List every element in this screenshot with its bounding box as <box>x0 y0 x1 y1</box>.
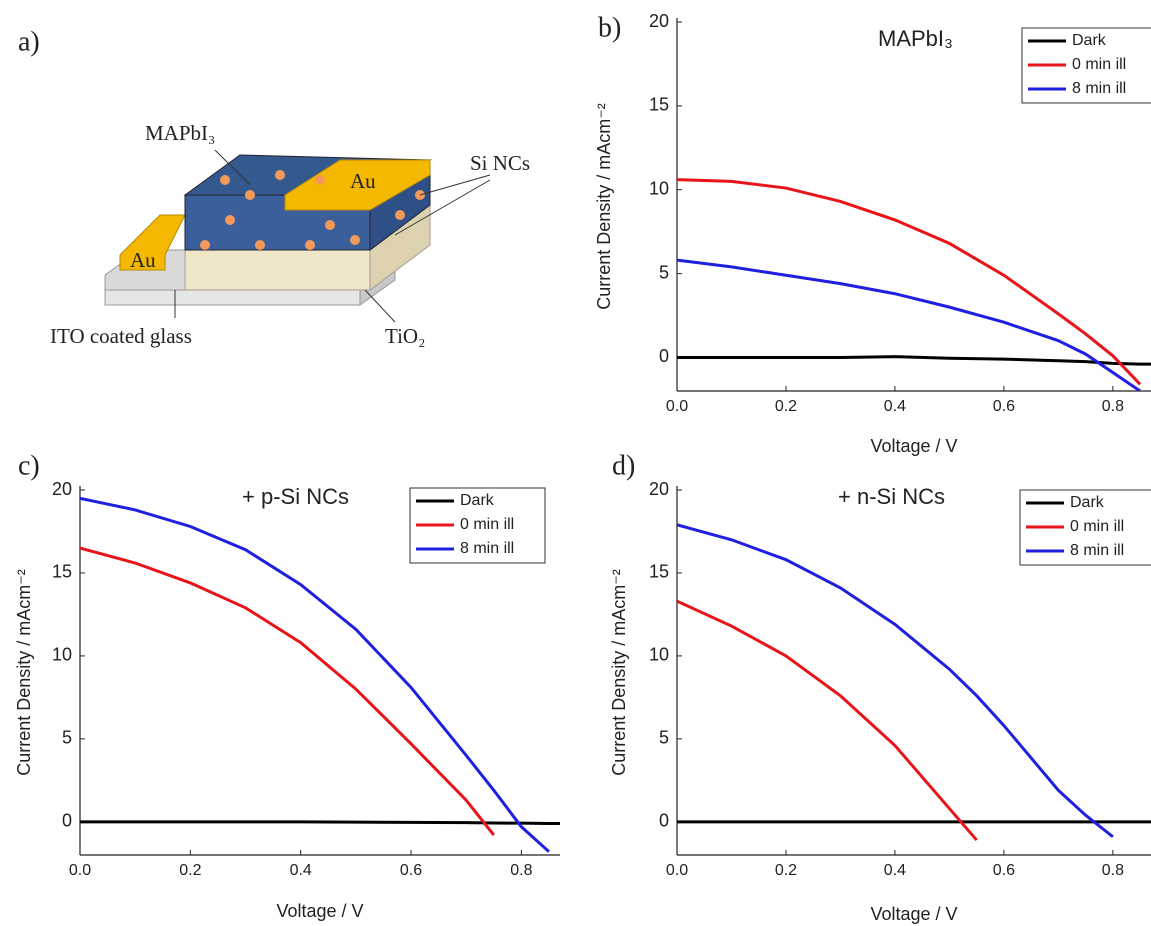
series-line <box>80 820 560 825</box>
y-tick-label: 15 <box>52 562 72 582</box>
x-tick-label: 0.8 <box>1102 398 1124 415</box>
chart-panel: c) + p-Si NCs Voltage / V Current Density /… <box>14 450 560 921</box>
diagram-label: Au <box>130 248 156 272</box>
x-tick-label: 0.2 <box>179 862 201 879</box>
series-line <box>80 546 495 837</box>
x-tick-label: 0.6 <box>993 862 1015 879</box>
panel-label: b) <box>598 12 621 43</box>
x-tick-label: 0.0 <box>666 398 688 415</box>
legend-label: Dark <box>1070 494 1105 511</box>
tio2-front <box>184 249 371 291</box>
legend-label: 8 min ill <box>1070 542 1124 559</box>
x-tick-label: 0.6 <box>993 398 1015 415</box>
y-tick-label: 15 <box>649 95 669 115</box>
y-tick-label: 10 <box>649 178 669 198</box>
y-tick-label: 10 <box>52 645 72 665</box>
legend-label: Dark <box>460 492 495 509</box>
x-tick-label: 0.0 <box>666 862 688 879</box>
schematic <box>104 149 491 323</box>
y-tick-label: 20 <box>52 479 72 499</box>
x-tick-label: 0.2 <box>775 862 797 879</box>
panel-label: d) <box>612 450 635 481</box>
y-tick-label: 5 <box>659 262 669 282</box>
pointer-arrows <box>174 149 491 323</box>
x-tick-label: 0.6 <box>400 862 422 879</box>
y-tick-label: 20 <box>649 479 669 499</box>
au-top <box>284 159 431 211</box>
y-tick-label: 5 <box>659 728 669 748</box>
legend-label: 8 min ill <box>1072 80 1126 97</box>
glass-edge <box>104 289 361 306</box>
legend-label: 0 min ill <box>460 516 514 533</box>
legend-label: Dark <box>1072 32 1107 49</box>
annotation: + n-Si NCs <box>838 484 945 509</box>
y-axis-label: Current Density / mAcm⁻² <box>594 103 614 310</box>
diagram-label: ITO coated glass <box>50 324 192 348</box>
legend-label: 0 min ill <box>1070 518 1124 535</box>
x-tick-label: 0.4 <box>884 398 906 415</box>
legend-label: 8 min ill <box>460 540 514 557</box>
annotation: + p-Si NCs <box>242 484 349 509</box>
panel-label: c) <box>18 450 40 481</box>
x-tick-label: 0.2 <box>775 398 797 415</box>
y-tick-label: 10 <box>649 645 669 665</box>
x-axis-label: Voltage / V <box>870 436 957 456</box>
diagram-label: MAPbI₃ <box>145 121 215 145</box>
x-tick-label: 0.8 <box>510 862 532 879</box>
y-tick-label: 0 <box>659 346 669 366</box>
x-tick-label: 0.4 <box>290 862 312 879</box>
series-line <box>80 496 550 853</box>
diagram-label: TiO₂ <box>385 324 425 348</box>
y-tick-label: 0 <box>659 811 669 831</box>
series-line <box>677 599 978 842</box>
series-line <box>677 258 1141 391</box>
diagram-label: Au <box>350 169 376 193</box>
series-line <box>677 178 1142 386</box>
y-axis-label: Current Density / mAcm⁻² <box>609 569 629 776</box>
diagram-label: Si NCs <box>470 151 530 175</box>
x-axis-label: Voltage / V <box>870 904 957 924</box>
y-tick-label: 15 <box>649 562 669 582</box>
y-axis-label: Current Density / mAcm⁻² <box>14 569 34 776</box>
chart-panel: d) + n-Si NCs Voltage / V Current Density /… <box>609 450 1151 924</box>
chart-panel: b) MAPbI₃ Voltage / V Current Density / mAc… <box>594 11 1151 456</box>
y-tick-label: 0 <box>62 811 72 831</box>
y-tick-label: 5 <box>62 728 72 748</box>
x-tick-label: 0.4 <box>884 862 906 879</box>
annotation: MAPbI₃ <box>878 26 953 51</box>
y-tick-label: 20 <box>649 11 669 31</box>
x-tick-label: 0.8 <box>1102 862 1124 879</box>
series-line <box>677 355 1151 366</box>
legend-label: 0 min ill <box>1072 56 1126 73</box>
x-axis-label: Voltage / V <box>276 901 363 921</box>
series-line <box>677 523 1114 838</box>
x-tick-label: 0.0 <box>69 862 91 879</box>
panel-label: a) <box>18 26 40 57</box>
